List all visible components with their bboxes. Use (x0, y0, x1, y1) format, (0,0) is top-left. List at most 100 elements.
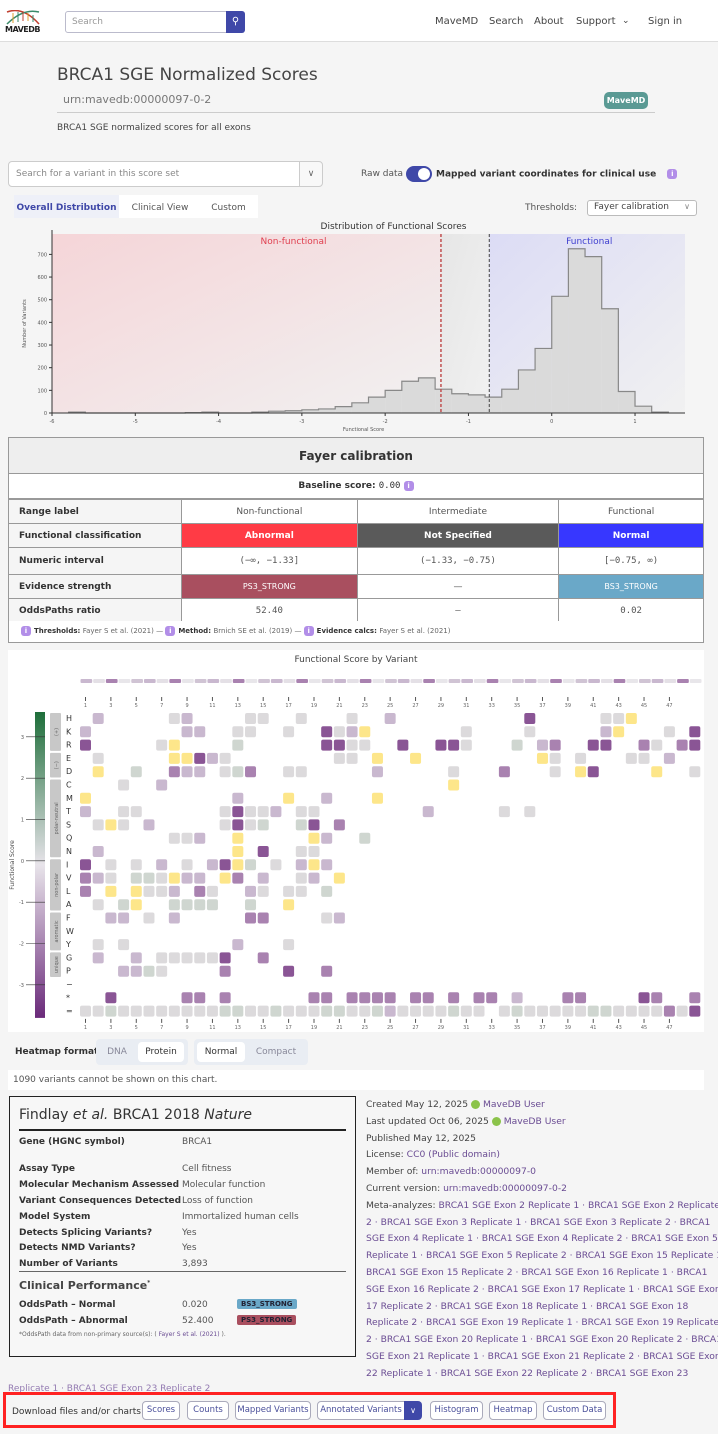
meta-analyzes-link[interactable]: 2 · BRCA1 SGE Exon 3 Replicate 1 · BRCA1… (366, 1216, 711, 1228)
license-link[interactable]: CC0 (Public domain) (406, 1149, 500, 1161)
download-counts-button[interactable]: Counts (187, 1401, 229, 1420)
download-scores-button[interactable]: Scores (142, 1401, 180, 1420)
heatmap-cell (663, 726, 675, 738)
summary-bar (600, 679, 613, 683)
heatmap-cell (118, 806, 130, 818)
heatmap-cell (168, 872, 180, 884)
meta-analyzes-link[interactable]: 17 Replicate 2 · BRCA1 SGE Exon 18 Repli… (366, 1300, 689, 1312)
mavedb-logo[interactable]: MAVEDB (5, 9, 41, 36)
x-tick-label-top: 1 (84, 703, 87, 709)
heatmap-cell (270, 859, 282, 871)
format-dna-button[interactable]: DNA (107, 1047, 127, 1057)
meta-analyzes-line: SGE Exon 21 Replicate 1 · BRCA1 SGE Exon… (366, 1349, 718, 1366)
tab-overall-distribution[interactable]: Overall Distribution (14, 195, 119, 221)
download-heatmap-button[interactable]: Heatmap (489, 1401, 537, 1420)
heatmap-cell (181, 752, 193, 764)
meta-analyzes-overflow-text[interactable]: Replicate 1 · BRCA1 SGE Exon 23 Replicat… (8, 1384, 211, 1394)
heatmap-cell (143, 912, 155, 924)
member-row: Member of: urn:mavedb:00000097-0 (366, 1164, 706, 1181)
heatmap-cell (156, 739, 168, 751)
heatmap-cell (130, 806, 142, 818)
calibration-row-label: Evidence strength (8, 574, 182, 599)
info-icon[interactable]: i (21, 626, 31, 636)
meta-analyzes-link[interactable]: BRCA1 SGE Exon 15 Replicate 2 · BRCA1 SG… (366, 1266, 708, 1278)
summary-bar (270, 679, 283, 683)
search-button[interactable]: ⚲ (226, 11, 245, 33)
heatmap-cell (333, 752, 345, 764)
member-link[interactable]: urn:mavedb:00000097-0 (421, 1166, 536, 1178)
mavemd-badge[interactable]: MaveMD (604, 92, 648, 109)
info-icon[interactable]: i (667, 169, 678, 179)
summary-bar (397, 679, 410, 683)
clinical-performance-title: Clinical Performance* (19, 1279, 151, 1292)
heatmap-cell (168, 766, 180, 778)
tab-custom[interactable]: Custom (211, 203, 246, 213)
meta-analyzes-link[interactable]: Replicate 1 · BRCA1 SGE Exon 5 Replicate… (366, 1250, 718, 1262)
meta-analyzes-link[interactable]: SGE Exon 16 Replicate 2 · BRCA1 SGE Exon… (366, 1283, 718, 1295)
format-normal-button[interactable]: Normal (197, 1042, 245, 1062)
support-chevron-down-icon[interactable]: ⌄ (622, 16, 630, 26)
assay-field-label: Variant Consequences Detected (19, 1196, 182, 1206)
heatmap-cell (613, 713, 625, 724)
info-icon[interactable]: i (303, 626, 314, 636)
format-protein-button[interactable]: Protein (138, 1042, 184, 1062)
mapped-coordinates-toggle[interactable] (406, 166, 432, 182)
meta-analyzes-link[interactable]: 22 Replicate 1 · BRCA1 SGE Exon 22 Repli… (366, 1367, 689, 1379)
footnote-link[interactable]: Fayer S et al. (2021) (158, 1331, 220, 1338)
nav-sign-in[interactable]: Sign in (648, 16, 683, 27)
row-label: F (66, 914, 71, 923)
heatmap-cell (245, 899, 257, 911)
annotated-variants-dropdown-button[interactable]: ∨ (404, 1401, 422, 1420)
citation-link[interactable]: Fayer S et al. (2021) (379, 627, 451, 635)
nav-about[interactable]: About (534, 16, 564, 27)
variant-search-dropdown-button[interactable]: ∨ (299, 161, 323, 187)
download-mapped-variants-button[interactable]: Mapped Variants (235, 1401, 311, 1420)
variant-search-input[interactable]: Search for a variant in this score set (8, 161, 300, 187)
heatmap-cell (321, 965, 333, 977)
meta-analyzes-link[interactable]: SGE Exon 4 Replicate 1 · BRCA1 SGE Exon … (366, 1233, 718, 1245)
format-compact-button[interactable]: Compact (255, 1047, 297, 1057)
heatmap-cell (80, 859, 91, 871)
global-search-input[interactable]: Search (65, 11, 227, 33)
meta-analyzes-link[interactable]: SGE Exon 21 Replicate 1 · BRCA1 SGE Exon… (366, 1350, 718, 1362)
x-tick-label: -4 (216, 419, 221, 425)
created-user-link[interactable]: MaveDB User (482, 1099, 545, 1110)
heatmap-cell (257, 912, 269, 924)
heatmap-cell (219, 952, 231, 964)
thresholds-select[interactable]: Fayer calibration ∨ (587, 200, 697, 216)
summary-bar (689, 679, 702, 683)
info-icon[interactable]: i (165, 626, 176, 636)
citation-link[interactable]: Brnich SE et al. (2019) (213, 627, 293, 635)
updated-user-link[interactable]: MaveDB User (503, 1115, 566, 1127)
summary-bar (258, 679, 270, 683)
summary-bar (512, 679, 524, 683)
nav-mavemd[interactable]: MaveMD (435, 16, 479, 27)
chevron-down-icon: ∨ (410, 1406, 416, 1415)
meta-analyzes-line: Meta-analyzes: BRCA1 SGE Exon 2 Replicat… (366, 1198, 718, 1215)
citation-label: Thresholds: (34, 627, 83, 635)
row-label: P (66, 967, 71, 976)
summary-bar (232, 679, 245, 683)
download-annotated-variants-button[interactable]: Annotated Variants (317, 1401, 405, 1420)
heatmap-cell (333, 726, 345, 738)
download-histogram-button[interactable]: Histogram (430, 1401, 483, 1420)
download-custom-data-button[interactable]: Custom Data (543, 1401, 606, 1420)
meta-analyzes-link[interactable]: 2 · BRCA1 SGE Exon 20 Replicate 1 · BRCA… (366, 1334, 718, 1346)
citation-link[interactable]: Fayer S et al. (2021) (82, 627, 154, 635)
nav-support[interactable]: Support (576, 16, 616, 27)
summary-bar (169, 679, 182, 683)
info-icon[interactable]: i (403, 480, 414, 491)
heatmap-cell (92, 1005, 104, 1017)
x-tick-label: -2 (383, 419, 388, 425)
calibration-row: Functional classification Abnormal Not Spe… (8, 523, 704, 548)
meta-analyzes-link[interactable]: BRCA1 SGE Exon 2 Replicate 1 · BRCA1 SGE… (438, 1199, 718, 1211)
meta-analyzes-link[interactable]: Replicate 2 · BRCA1 SGE Exon 19 Replicat… (366, 1317, 718, 1329)
calibration-cell: Intermediate (356, 499, 560, 524)
x-tick-label-bottom: 35 (514, 1025, 520, 1031)
nav-search[interactable]: Search (489, 16, 524, 27)
histogram-bar (535, 348, 552, 413)
tab-clinical-view[interactable]: Clinical View (131, 203, 189, 213)
summary-bar (677, 679, 689, 683)
current-version-link[interactable]: urn:mavedb:00000097-0-2 (443, 1182, 567, 1194)
calibration-cell: BS3_STRONG (558, 574, 704, 599)
